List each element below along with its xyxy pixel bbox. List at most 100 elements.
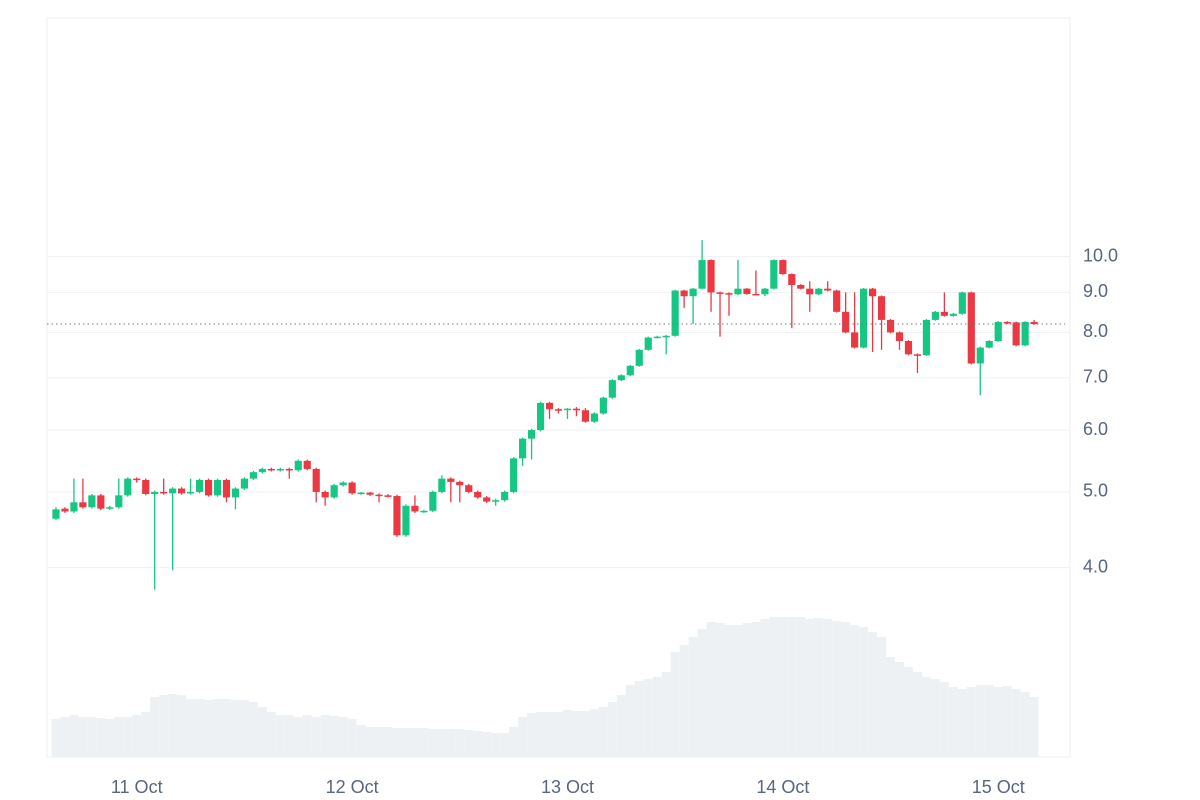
candle-body (572, 408, 581, 411)
candle-body (303, 460, 311, 469)
volume-bar (841, 622, 851, 757)
candle-body (1012, 322, 1020, 346)
volume-bar (580, 711, 590, 757)
volume-bar (975, 685, 985, 757)
candle-body (581, 410, 590, 422)
volume-bar (302, 715, 312, 757)
volume-bar (123, 717, 133, 757)
volume-bar (903, 667, 913, 757)
volume-bar (455, 729, 465, 757)
volume-bar (948, 687, 958, 757)
x-tick-label: 12 Oct (326, 777, 379, 797)
candle-body (842, 311, 850, 333)
volume-bar (814, 618, 824, 757)
candle-body (106, 507, 114, 509)
volume-bar (105, 719, 115, 757)
candle-body (671, 290, 679, 336)
volume-bar (993, 687, 1003, 757)
candle-body (895, 332, 904, 341)
candle-body (294, 460, 302, 471)
candle-body (151, 491, 159, 494)
x-tick-label: 14 Oct (756, 777, 809, 797)
volume-bar (401, 728, 411, 757)
volume-bar (966, 687, 976, 757)
volume-bar (787, 617, 797, 757)
volume-bar (1020, 692, 1030, 757)
candle-body (617, 375, 625, 381)
volume-bar (751, 622, 761, 757)
volume-bar (571, 711, 581, 757)
volume-bar (114, 717, 124, 757)
volume-bar (697, 629, 707, 757)
volume-bar (939, 682, 949, 757)
volume-bar (437, 729, 447, 757)
volume-bar (311, 717, 321, 757)
candle-body (689, 288, 697, 297)
volume-bar (1029, 697, 1039, 757)
volume-bar (688, 637, 698, 757)
candle-body (97, 495, 105, 509)
candle-body (626, 365, 634, 376)
candle-body (222, 479, 231, 498)
volume-bar (733, 625, 743, 757)
volume-bar (150, 697, 160, 757)
volume-bar (724, 625, 734, 757)
volume-bar (419, 728, 429, 757)
candle-body (79, 502, 87, 508)
volume-bar (177, 695, 187, 757)
candle-body (267, 468, 275, 471)
volume-bar (347, 719, 357, 757)
candle-body (133, 478, 141, 481)
volume-bar (204, 700, 214, 757)
volume-bar (482, 732, 492, 757)
volume-bar (275, 715, 285, 757)
candle-body (366, 492, 374, 495)
candle-body (833, 290, 841, 312)
x-tick-label: 15 Oct (972, 777, 1025, 797)
candle-body (680, 290, 688, 297)
volume-bar (930, 679, 940, 757)
volume-bar (877, 637, 887, 757)
candle-body (178, 488, 186, 494)
volume-bar (51, 719, 61, 757)
y-tick-label: 4.0 (1083, 556, 1108, 576)
volume-bar (159, 695, 169, 757)
candle-body (501, 491, 509, 501)
volume-bar (554, 712, 563, 757)
candle-body (590, 413, 598, 422)
candle-body (527, 430, 536, 439)
candle-body (851, 332, 859, 348)
candle-body (186, 491, 195, 494)
volume-bar (706, 622, 716, 757)
y-tick-label: 6.0 (1083, 419, 1108, 439)
volume-bar (257, 707, 267, 757)
volume-bar (823, 619, 833, 757)
candle-body (411, 505, 419, 512)
volume-bar (661, 672, 671, 757)
volume-bar (742, 623, 752, 757)
volume-bar (446, 729, 456, 757)
candle-body (824, 288, 832, 291)
candle-body (330, 485, 338, 498)
candle-body (204, 479, 213, 496)
volume-bar (60, 717, 70, 757)
candle-body (913, 354, 922, 356)
candle-body (599, 397, 607, 414)
candle-body (931, 311, 939, 320)
candle-body (438, 478, 446, 492)
volume-bar (509, 727, 519, 757)
volume-bar (500, 733, 510, 757)
candle-body (124, 478, 132, 496)
volume-bar (805, 619, 815, 757)
candle-body (393, 496, 401, 536)
volume-bar (248, 702, 258, 757)
volume-bar (643, 679, 653, 757)
candle-body (545, 402, 554, 410)
volume-bar (230, 700, 240, 757)
volume-bar (195, 699, 205, 757)
volume-bar (778, 617, 788, 757)
candle-body (716, 292, 724, 294)
candle-body (429, 491, 437, 511)
candle-body (240, 478, 249, 489)
volume-bar (859, 627, 869, 757)
